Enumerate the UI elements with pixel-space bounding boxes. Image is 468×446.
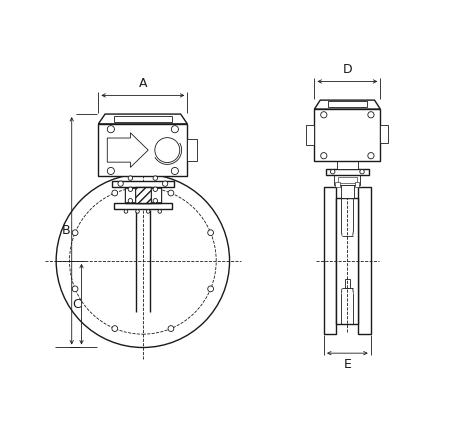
Bar [130,196,134,209]
Polygon shape [98,114,187,124]
Circle shape [146,210,150,213]
Bar [338,177,357,183]
Circle shape [80,198,206,324]
Circle shape [56,174,229,347]
Bar [380,125,388,143]
Circle shape [92,210,194,312]
Bar [336,182,340,187]
Bar [341,185,354,198]
Bar [314,109,380,161]
Circle shape [368,112,374,118]
Circle shape [107,126,114,133]
Circle shape [330,169,335,174]
Bar [326,169,369,175]
Polygon shape [314,100,380,109]
Circle shape [321,112,327,118]
Bar [151,188,161,202]
Circle shape [162,181,168,186]
Bar [98,124,187,176]
Bar [114,116,172,122]
Circle shape [124,210,128,213]
Bar [125,186,161,203]
Text: C: C [72,297,80,311]
Circle shape [153,198,158,203]
Circle shape [360,169,364,174]
Circle shape [158,210,161,213]
Bar [112,181,174,186]
Text: D: D [343,63,352,76]
Circle shape [171,167,178,174]
Circle shape [136,210,139,213]
Bar [328,101,367,107]
Circle shape [155,138,180,162]
Text: E: E [344,359,351,372]
Bar [335,175,360,185]
Circle shape [118,181,123,186]
Bar [114,203,172,209]
Circle shape [168,326,174,331]
Circle shape [72,230,78,235]
Circle shape [107,167,114,174]
Text: A: A [139,77,147,90]
Bar [152,196,156,209]
Bar [336,198,358,324]
Circle shape [128,198,132,203]
Bar [135,186,151,203]
Circle shape [72,286,78,292]
Circle shape [168,190,174,196]
Circle shape [321,153,327,159]
Bar [324,187,336,334]
Circle shape [128,187,132,191]
Circle shape [368,153,374,159]
Polygon shape [107,133,148,167]
Bar [358,187,371,334]
Circle shape [171,126,178,133]
Text: B: B [62,224,71,237]
Bar [337,161,358,169]
Bar [344,279,350,289]
Bar [355,182,359,187]
Bar [187,139,197,161]
Circle shape [153,187,158,191]
Bar [306,125,314,145]
Circle shape [128,176,132,180]
Circle shape [69,187,216,334]
Bar [125,188,135,202]
Circle shape [112,326,117,331]
Circle shape [112,190,117,196]
Circle shape [208,230,213,235]
Circle shape [208,286,213,292]
Circle shape [153,176,158,180]
